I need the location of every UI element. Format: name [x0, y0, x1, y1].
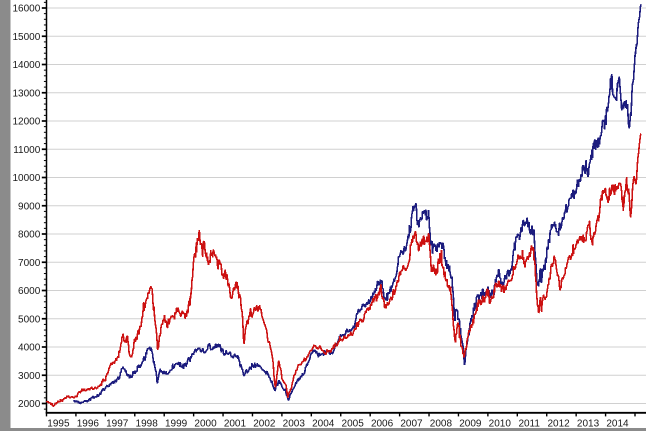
svg-text:1998: 1998: [136, 419, 159, 430]
svg-text:2008: 2008: [430, 419, 453, 430]
svg-text:2005: 2005: [342, 419, 365, 430]
svg-text:13000: 13000: [12, 88, 40, 99]
svg-text:1997: 1997: [106, 419, 129, 430]
svg-text:12000: 12000: [12, 117, 40, 128]
svg-text:1995: 1995: [47, 419, 70, 430]
svg-text:16000: 16000: [12, 4, 40, 15]
svg-text:2014: 2014: [606, 419, 629, 430]
svg-text:5000: 5000: [18, 314, 41, 325]
svg-text:2010: 2010: [489, 419, 512, 430]
svg-text:14000: 14000: [12, 60, 40, 71]
svg-text:2004: 2004: [312, 419, 335, 430]
svg-text:2001: 2001: [224, 419, 247, 430]
svg-text:2012: 2012: [547, 419, 570, 430]
svg-text:1996: 1996: [77, 419, 100, 430]
svg-text:15000: 15000: [12, 32, 40, 43]
svg-text:1999: 1999: [165, 419, 188, 430]
svg-text:10000: 10000: [12, 173, 40, 184]
svg-text:2000: 2000: [18, 399, 41, 410]
svg-text:2003: 2003: [283, 419, 306, 430]
svg-text:6000: 6000: [18, 286, 41, 297]
svg-text:7000: 7000: [18, 258, 41, 269]
svg-text:2007: 2007: [400, 419, 423, 430]
svg-text:2002: 2002: [253, 419, 276, 430]
svg-text:3000: 3000: [18, 371, 41, 382]
svg-text:9000: 9000: [18, 201, 41, 212]
svg-text:2009: 2009: [459, 419, 482, 430]
svg-text:4000: 4000: [18, 343, 41, 354]
svg-text:2011: 2011: [518, 419, 540, 430]
svg-text:2013: 2013: [577, 419, 600, 430]
svg-text:2006: 2006: [371, 419, 394, 430]
svg-text:11000: 11000: [13, 145, 41, 156]
svg-text:2000: 2000: [194, 419, 217, 430]
svg-text:8000: 8000: [18, 230, 41, 241]
